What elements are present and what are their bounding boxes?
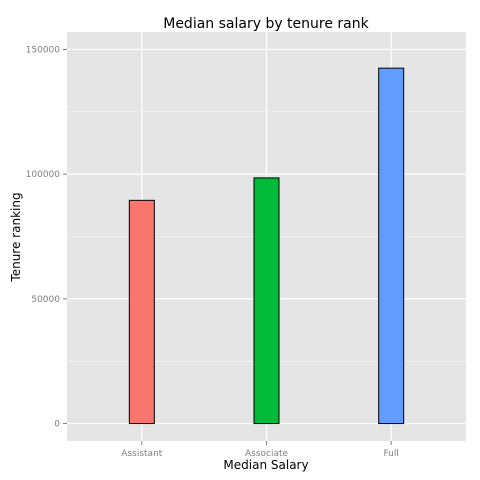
y-tick-label: 150000: [26, 45, 61, 55]
y-tick-label: 0: [54, 420, 60, 430]
x-axis-title: Median Salary: [223, 458, 308, 472]
bar-associate: [253, 177, 280, 425]
chart-title: Median salary by tenure rank: [163, 16, 369, 32]
bar-assistant: [128, 199, 155, 425]
y-axis-title: Tenure ranking: [9, 192, 23, 282]
y-tick-label: 100000: [26, 170, 61, 180]
axis-ticks: 0 50000 100000 150000 Assistant Associate Full: [26, 45, 399, 459]
x-tick-label: Full: [383, 449, 398, 459]
x-tick-label: Assistant: [121, 449, 162, 459]
y-tick-label: 50000: [31, 295, 60, 305]
bar-full: [378, 67, 405, 425]
x-tick-label: Associate: [245, 449, 289, 459]
bars: [128, 67, 405, 425]
